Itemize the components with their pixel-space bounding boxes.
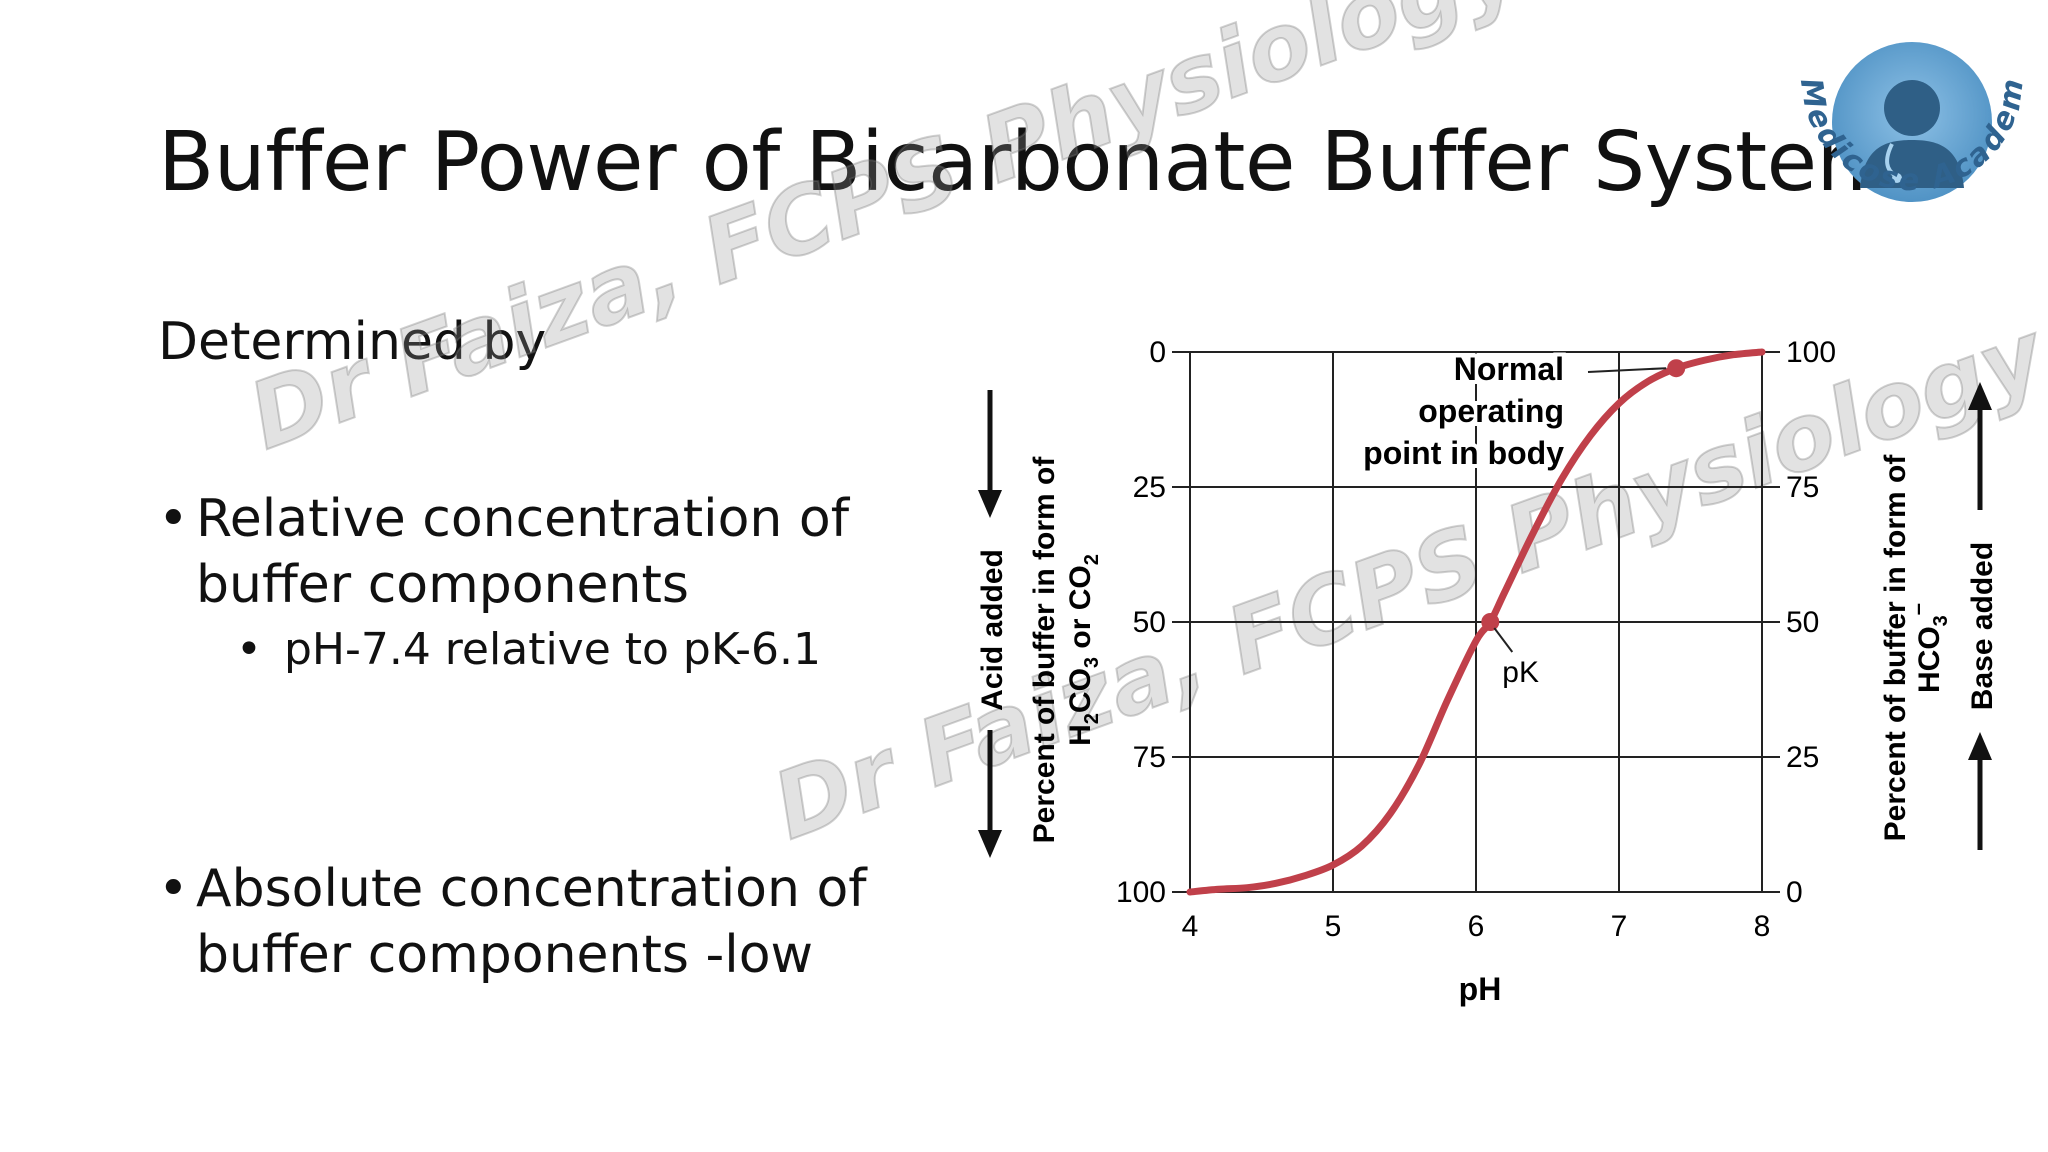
subheading: Determined by	[158, 312, 547, 372]
left-y-tick-label: 100	[1116, 876, 1166, 909]
normal-operating-point-marker	[1667, 359, 1686, 378]
x-tick-label: 7	[1611, 910, 1628, 943]
left-y-tick-label: 50	[1133, 606, 1166, 639]
left-y-tick-label: 0	[1149, 336, 1166, 369]
annotation-leader-line	[1493, 627, 1514, 653]
right-y-axis-label: Percent of buffer in form of HCO3–	[1879, 454, 1952, 842]
left-y-tick-label: 75	[1133, 741, 1166, 774]
right-y-axis-label-line1: Percent of buffer in form of	[1879, 454, 1912, 842]
sub-bullet-text: pH-7.4 relative to pK-6.1	[283, 624, 821, 675]
annotation-normal-operating-point-line: Normal	[1454, 351, 1564, 387]
left-y-axis-label-line1: Percent of buffer in form of	[1028, 456, 1061, 844]
annotations: Normal operating point in body pK	[1359, 347, 1686, 689]
bullet-text-line2: buffer components	[196, 555, 689, 615]
bullet-marker: •	[158, 859, 189, 919]
bullet-relative-concentration: • Relative concentration of buffer compo…	[158, 486, 849, 618]
left-y-tick-label: 25	[1133, 471, 1166, 504]
right-y-tick-label: 100	[1786, 336, 1836, 369]
left-y-axis-ticks: 0 25 50 75 100	[1116, 336, 1166, 909]
bullet-absolute-concentration: • Absolute concentration of buffer compo…	[158, 856, 867, 988]
base-added-arrow: Base added	[1966, 382, 1999, 850]
x-axis-ticks: 4 5 6 7 8	[1182, 910, 1771, 943]
sub-bullet-ph: • pH-7.4 relative to pK-6.1	[236, 624, 821, 675]
annotation-normal-operating-point-line: point in body	[1363, 435, 1564, 471]
acid-added-label: Acid added	[976, 549, 1009, 711]
right-y-axis-label-line2: HCO3–	[1905, 603, 1952, 693]
annotation-pk-label: pK	[1502, 656, 1539, 689]
slide-title: Buffer Power of Bicarbonate Buffer Syste…	[158, 115, 1896, 210]
x-tick-label: 4	[1182, 910, 1199, 943]
x-tick-label: 5	[1325, 910, 1342, 943]
x-tick-label: 6	[1468, 910, 1485, 943]
series-line-bicarbonate	[1186, 348, 1766, 896]
right-y-tick-label: 0	[1786, 876, 1803, 909]
bullet-text-line1: Relative concentration of	[196, 489, 850, 549]
doctor-avatar-icon	[1860, 80, 1964, 188]
bullet-text-line1: Absolute concentration of	[196, 859, 867, 919]
annotation-leader-line	[1587, 367, 1667, 373]
base-added-label: Base added	[1966, 542, 1999, 710]
annotation-normal-operating-point-line: operating	[1418, 393, 1564, 429]
right-y-tick-label: 25	[1786, 741, 1819, 774]
pk-point-marker	[1481, 613, 1500, 631]
right-y-tick-label: 75	[1786, 471, 1819, 504]
buffer-titration-chart: 4 5 6 7 8 0 25 50 75 100 100 75 50 25 0 Normal operat…	[976, 336, 1999, 1007]
left-y-axis-label-line2: H2CO3 or CO2	[1064, 554, 1103, 746]
x-axis-label: pH	[1459, 971, 1502, 1007]
medicose-academics-logo: Medicose Academics	[1780, 20, 2028, 202]
acid-added-arrow: Acid added	[976, 390, 1009, 858]
grid	[1172, 351, 1780, 893]
bullet-text-line2: buffer components -low	[196, 925, 814, 985]
bullet-marker: •	[158, 489, 189, 549]
left-y-axis-label: Percent of buffer in form of H2CO3 or CO…	[1028, 456, 1103, 844]
right-y-tick-label: 50	[1786, 606, 1819, 639]
right-y-axis-ticks: 100 75 50 25 0	[1786, 336, 1836, 909]
bullet-marker: •	[236, 624, 262, 675]
x-tick-label: 8	[1754, 910, 1771, 943]
